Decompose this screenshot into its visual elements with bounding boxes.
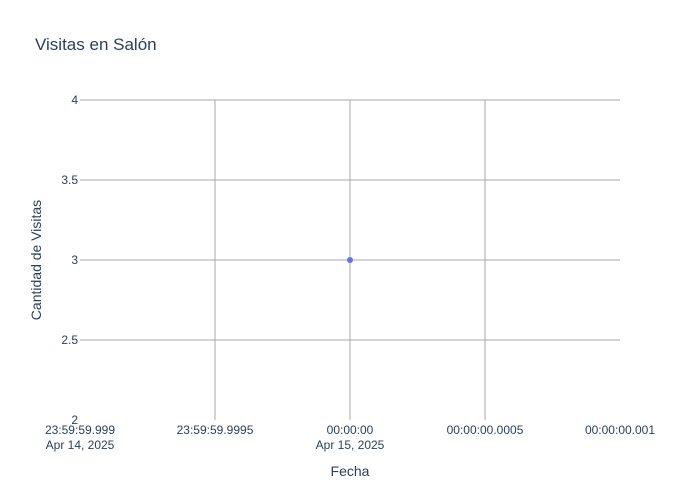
y-tick-label: 3.5 <box>61 173 78 187</box>
x-tick-label: 23:59:59.999 <box>45 423 115 437</box>
x-tick-date-label: Apr 14, 2025 <box>46 438 115 452</box>
y-tick-label: 2.5 <box>61 333 78 347</box>
y-tick-label: 2 <box>71 413 78 427</box>
y-axis-ticks: 2 2.5 3 3.5 4 <box>61 93 78 427</box>
data-points <box>347 257 353 263</box>
x-tick-label: 00:00:00.001 <box>585 423 655 437</box>
x-tick-label: 00:00:00 <box>327 423 374 437</box>
x-tick-date-label: Apr 15, 2025 <box>316 438 385 452</box>
y-tick-label: 4 <box>71 93 78 107</box>
x-axis-title: Fecha <box>331 463 370 479</box>
data-point[interactable] <box>347 257 353 263</box>
x-tick-label: 00:00:00.0005 <box>447 423 524 437</box>
chart-title: Visitas en Salón <box>35 35 157 54</box>
y-tick-label: 3 <box>71 253 78 267</box>
y-axis-title: Cantidad de Visitas <box>28 200 44 320</box>
x-tick-label: 23:59:59.9995 <box>177 423 254 437</box>
